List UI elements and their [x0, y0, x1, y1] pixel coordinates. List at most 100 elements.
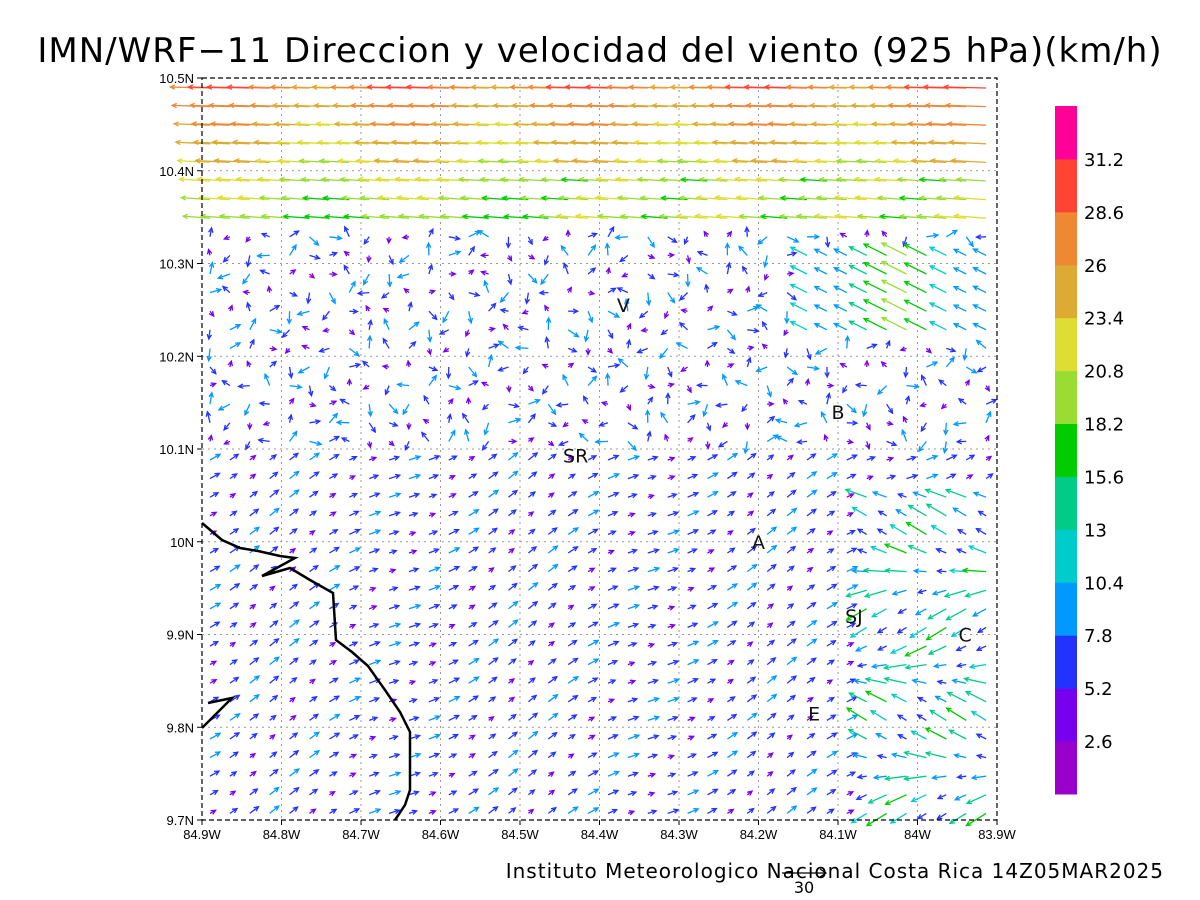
wind-arrow-shaft [397, 273, 410, 278]
wind-arrow-head [450, 493, 457, 499]
wind-arrow-shaft [766, 713, 776, 721]
wind-arrow-shaft [667, 791, 678, 796]
wind-arrow-head [590, 455, 598, 461]
wind-arrow [388, 421, 399, 427]
wind-arrow-shaft [892, 753, 907, 759]
wind-arrow [854, 645, 867, 652]
wind-arrow-shaft [508, 418, 521, 424]
wind-arrow [916, 697, 927, 703]
wind-arrow [891, 589, 907, 596]
wind-arrow [488, 602, 498, 610]
wind-arrow-shaft [607, 771, 619, 777]
wind-arrow-shaft [727, 583, 738, 591]
wind-arrow [975, 234, 987, 240]
wind-arrow-shaft [229, 324, 241, 331]
wind-arrow-head [427, 263, 434, 271]
wind-arrow-shaft [926, 626, 947, 641]
wind-arrow-shaft [926, 503, 947, 517]
wind-arrow-head [515, 417, 522, 424]
wind-arrow-head [350, 753, 358, 759]
colorbar-segment [1055, 423, 1077, 477]
wind-arrow-head [574, 213, 582, 219]
wind-arrow [465, 329, 471, 338]
wind-arrow-head [907, 504, 914, 510]
wind-arrow-head [783, 352, 789, 359]
wind-arrow-head [313, 601, 321, 607]
wind-arrow [538, 213, 569, 220]
wind-arrow-head [944, 102, 951, 109]
wind-arrow [726, 230, 733, 238]
wind-arrow-head [572, 675, 580, 682]
wind-arrow-head [555, 402, 562, 408]
wind-arrow [826, 769, 838, 777]
wind-arrow [483, 279, 490, 293]
wind-arrow [208, 310, 215, 318]
wind-arrow-shaft [388, 273, 391, 287]
wind-arrow-shaft [687, 548, 697, 554]
wind-arrow [910, 730, 927, 740]
wind-arrow [707, 325, 721, 331]
wind-arrow-head [971, 611, 979, 617]
wind-arrow-shaft [269, 471, 278, 480]
wind-arrow-head [565, 229, 571, 236]
wind-arrow-shaft [587, 509, 599, 517]
wind-arrow [725, 261, 732, 275]
wind-arrow-shaft [527, 273, 538, 284]
wind-arrow-head [732, 601, 739, 608]
wind-arrow-shaft [833, 248, 848, 256]
wind-arrow-head [312, 713, 320, 720]
wind-arrow [269, 675, 280, 684]
wind-arrow [904, 394, 911, 405]
wind-arrow-shaft [746, 564, 757, 573]
wind-arrow [806, 234, 821, 240]
wind-arrow-shaft [696, 267, 708, 275]
wind-arrow-head [312, 102, 320, 109]
wind-arrow [408, 549, 418, 555]
wind-arrow [734, 380, 748, 387]
wind-arrow-head [564, 84, 571, 90]
wind-arrow [950, 626, 967, 638]
wind-arrow-head [925, 503, 932, 509]
wind-arrow [337, 158, 370, 164]
wind-arrow-shaft [229, 602, 239, 610]
wind-arrow [903, 366, 909, 379]
wind-arrow [667, 754, 676, 760]
wind-arrow-shaft [508, 731, 518, 740]
wind-arrow [368, 771, 380, 777]
wind-arrow [578, 432, 589, 442]
wind-arrow-head [610, 679, 617, 685]
wind-arrow-head [672, 715, 679, 722]
wind-arrow [667, 511, 680, 517]
wind-arrow-head [434, 454, 441, 461]
wind-arrow-shaft [179, 178, 211, 182]
wind-arrow [902, 415, 908, 424]
wind-arrow-shaft [242, 273, 251, 284]
wind-arrow-head [793, 237, 800, 243]
wind-arrow [607, 287, 617, 294]
wind-arrow-head [514, 139, 521, 146]
wind-arrow [209, 121, 250, 127]
wind-arrow [289, 291, 299, 297]
wind-arrow-shaft [527, 413, 536, 424]
wind-arrow-shaft [946, 707, 967, 721]
wind-arrow [607, 698, 616, 704]
wind-arrow-head [357, 176, 364, 183]
wind-arrow-shaft [229, 453, 239, 461]
wind-arrow-head [589, 290, 596, 296]
wind-arrow [247, 422, 253, 431]
wind-arrow-shaft [957, 529, 967, 535]
wind-arrow [687, 529, 700, 535]
wind-arrow [468, 546, 480, 554]
wind-arrow [329, 751, 340, 759]
wind-arrow [594, 439, 609, 445]
wind-arrow [329, 453, 340, 461]
wind-arrow [258, 400, 270, 407]
wind-arrow-shaft [368, 492, 380, 498]
wind-arrow [687, 414, 696, 424]
wind-arrow [647, 494, 655, 500]
wind-arrow-shaft [953, 285, 967, 294]
wind-arrow [289, 243, 297, 256]
wind-arrow [862, 262, 887, 275]
wind-arrow [975, 339, 987, 349]
wind-arrow-head [862, 567, 870, 574]
